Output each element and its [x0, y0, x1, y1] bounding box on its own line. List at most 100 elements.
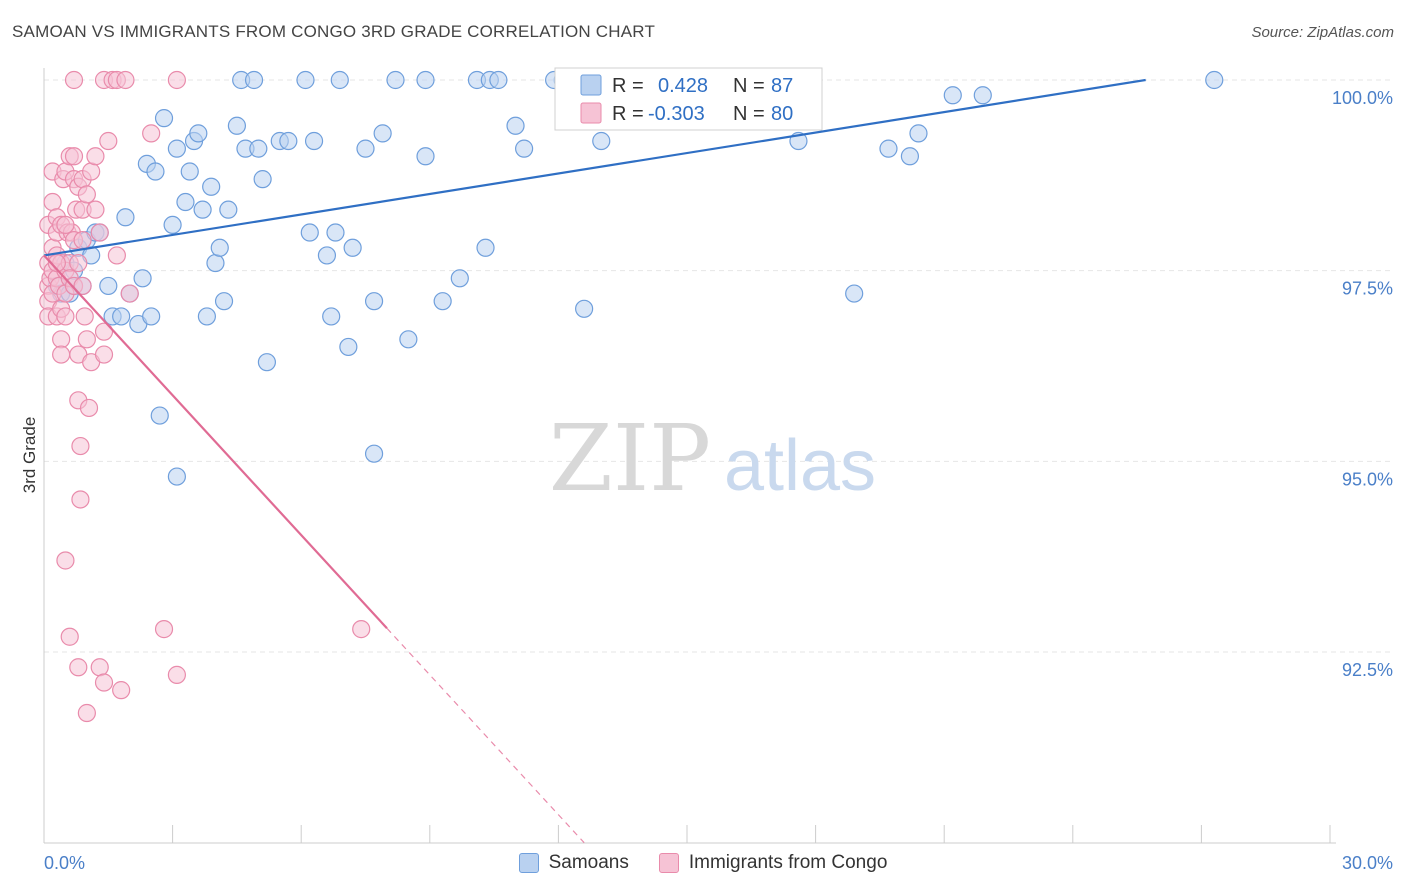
samoans-point	[364, 444, 384, 463]
congo-point	[64, 147, 84, 166]
congo-point	[94, 345, 114, 364]
y-tick-label: 95.0%	[1342, 469, 1393, 489]
samoans-point	[133, 269, 152, 288]
series-legend: Samoans Immigrants from Congo	[0, 852, 1406, 874]
congo-point	[82, 162, 101, 181]
congo-point	[77, 185, 96, 204]
watermark: ZIP atlas	[549, 405, 876, 512]
congo-point	[73, 231, 92, 250]
congo-point	[52, 345, 71, 364]
samoans-point	[202, 177, 221, 196]
samoans-point	[592, 131, 611, 151]
congo-point	[43, 192, 62, 212]
congo-point	[107, 246, 126, 265]
congo-point	[154, 620, 174, 639]
congo-point	[112, 681, 131, 700]
samoans-point	[373, 124, 392, 143]
samoans-point	[300, 223, 319, 242]
congo-point	[94, 673, 114, 692]
legend-r-label-congo: R =	[612, 103, 644, 125]
samoans-point	[317, 246, 337, 265]
congo-label: Immigrants from Congo	[688, 852, 888, 873]
samoans-point	[112, 307, 131, 326]
samoans-point	[150, 406, 169, 425]
samoans-point	[180, 162, 199, 181]
samoans-point	[253, 170, 272, 189]
samoans-point	[943, 86, 962, 105]
samoans-point	[515, 139, 534, 158]
samoans-point	[489, 70, 508, 90]
x-tick-label-max: 30.0%	[1342, 853, 1393, 873]
samoans-point	[845, 284, 864, 303]
series-legend-item-samoans[interactable]: Samoans	[518, 852, 629, 874]
congo-point	[56, 551, 75, 570]
samoans-point	[154, 109, 174, 128]
y-tick-label: 97.5%	[1342, 279, 1393, 299]
samoans-point	[206, 253, 225, 273]
samoans-point	[210, 238, 229, 257]
samoans-point	[167, 139, 186, 158]
congo-point	[69, 658, 88, 677]
congo-point	[64, 70, 84, 90]
legend-r-label-samoans: R =	[612, 75, 644, 97]
samoans-point	[249, 139, 268, 158]
samoans-point	[356, 139, 375, 158]
congo-point	[142, 124, 161, 143]
congo-point	[99, 131, 118, 151]
x-tick-label-min: 0.0%	[44, 853, 85, 873]
samoans-point	[176, 192, 195, 212]
legend-r-value-congo: -0.303	[648, 103, 705, 125]
legend-n-value-samoans: 87	[771, 75, 793, 97]
samoans-point	[193, 200, 212, 219]
congo-point	[90, 223, 109, 242]
congo-point	[86, 147, 105, 166]
samoans-point	[322, 307, 341, 326]
congo-swatch	[658, 853, 679, 873]
samoans-point	[416, 147, 435, 166]
samoans-point	[244, 70, 264, 90]
samoans-point	[197, 307, 216, 326]
samoans-point	[219, 200, 238, 219]
congo-point	[47, 253, 66, 273]
congo-point	[71, 490, 90, 509]
samoans-point	[304, 131, 324, 151]
samoans-point	[364, 292, 384, 311]
samoans-point	[167, 467, 186, 486]
congo-point	[75, 307, 94, 326]
samoans-point	[296, 70, 315, 90]
samoans-point	[433, 292, 452, 311]
congo-point	[86, 200, 105, 219]
samoans-point	[279, 131, 298, 151]
congo-point	[120, 284, 139, 303]
congo-point	[73, 276, 92, 296]
samoans-point	[326, 223, 345, 242]
trendlines	[43, 78, 1146, 844]
y-tick-label: 100.0%	[1332, 88, 1393, 108]
samoans-point	[257, 353, 277, 372]
congo-point	[60, 627, 79, 646]
samoans-point	[227, 116, 246, 135]
samoans-point	[575, 299, 594, 318]
legend-swatch-congo	[580, 102, 602, 124]
legend: R = 0.428 N = 87 R = -0.303 N = 80	[554, 67, 823, 131]
congo-point	[77, 330, 96, 349]
congo-point	[69, 253, 88, 273]
y-tick-label: 92.5%	[1342, 660, 1393, 680]
congo-point	[90, 658, 109, 677]
y-axis-label: 3rd Grade	[20, 417, 39, 494]
watermark-zip: ZIP	[549, 405, 711, 512]
legend-r-value-samoans: 0.428	[658, 75, 708, 97]
gridlines	[44, 79, 1392, 653]
samoans-point	[879, 139, 898, 158]
samoans-point	[909, 124, 928, 143]
series-legend-item-congo[interactable]: Immigrants from Congo	[658, 852, 888, 874]
chart-title: SAMOAN VS IMMIGRANTS FROM CONGO 3RD GRAD…	[12, 22, 656, 41]
samoans-point	[146, 162, 165, 181]
samoans-point	[343, 238, 362, 257]
samoans-point	[189, 124, 208, 143]
samoans-point	[99, 276, 118, 296]
source-label: Source: ZipAtlas.com	[1251, 24, 1394, 41]
congo-point	[94, 322, 114, 341]
x-ticks	[43, 825, 1331, 843]
